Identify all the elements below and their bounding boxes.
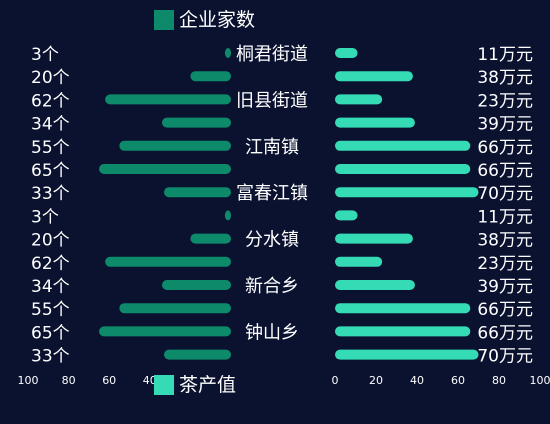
left-value-label: 3个 xyxy=(31,207,59,227)
right-value-label: 39万元 xyxy=(477,277,533,297)
left-bar xyxy=(164,187,231,197)
right-bar xyxy=(335,94,382,104)
legend-swatch-top[interactable] xyxy=(154,10,174,30)
right-axis-tick: 100 xyxy=(530,374,550,387)
right-bar xyxy=(335,350,479,360)
right-axis-tick: 40 xyxy=(410,374,424,387)
left-value-label: 20个 xyxy=(31,231,70,251)
right-bar xyxy=(335,164,470,174)
right-value-label: 23万元 xyxy=(477,91,533,111)
left-bar xyxy=(119,141,231,151)
left-value-label: 34个 xyxy=(31,115,70,135)
right-bar xyxy=(335,118,415,128)
legend-swatch-bottom[interactable] xyxy=(154,375,174,395)
left-axis-tick: 80 xyxy=(62,374,76,387)
right-axis-tick: 0 xyxy=(332,374,339,387)
right-bar xyxy=(335,326,470,336)
category-label: 桐君街道 xyxy=(236,44,308,65)
category-label: 钟山乡 xyxy=(245,322,299,343)
right-bar xyxy=(335,141,470,151)
right-bar xyxy=(335,303,470,313)
left-value-label: 62个 xyxy=(31,91,70,111)
left-bar xyxy=(225,210,231,220)
right-value-label: 70万元 xyxy=(477,184,533,204)
right-value-label: 11万元 xyxy=(477,45,533,65)
left-value-label: 55个 xyxy=(31,300,70,320)
left-value-label: 33个 xyxy=(31,184,70,204)
right-bar xyxy=(335,280,415,290)
left-value-label: 20个 xyxy=(31,68,70,88)
left-bar xyxy=(190,234,231,244)
right-value-label: 39万元 xyxy=(477,115,533,135)
left-bar xyxy=(105,94,231,104)
left-bar xyxy=(225,48,231,58)
left-bar xyxy=(119,303,231,313)
right-bar xyxy=(335,71,413,81)
left-bar xyxy=(99,326,231,336)
left-bar xyxy=(164,350,231,360)
right-value-label: 23万元 xyxy=(477,254,533,274)
right-axis-tick: 20 xyxy=(369,374,383,387)
right-value-label: 66万元 xyxy=(477,138,533,158)
right-value-label: 70万元 xyxy=(477,347,533,367)
right-value-label: 38万元 xyxy=(477,231,533,251)
legend-label-top[interactable]: 企业家数 xyxy=(179,10,255,30)
left-bar xyxy=(99,164,231,174)
left-value-label: 62个 xyxy=(31,254,70,274)
left-value-label: 65个 xyxy=(31,323,70,343)
left-axis-tick: 100 xyxy=(18,374,39,387)
right-bar xyxy=(335,48,358,58)
category-label: 分水镇 xyxy=(245,230,299,251)
right-bar xyxy=(335,210,358,220)
left-bar xyxy=(162,118,231,128)
left-value-label: 55个 xyxy=(31,138,70,158)
right-bar xyxy=(335,234,413,244)
left-bar xyxy=(162,280,231,290)
right-value-label: 66万元 xyxy=(477,323,533,343)
left-value-label: 3个 xyxy=(31,45,59,65)
right-bar xyxy=(335,257,382,267)
right-axis-tick: 80 xyxy=(492,374,506,387)
right-axis-tick: 60 xyxy=(451,374,465,387)
right-value-label: 66万元 xyxy=(477,161,533,181)
left-bar xyxy=(190,71,231,81)
left-bar xyxy=(105,257,231,267)
category-label: 旧县街道 xyxy=(236,90,308,111)
right-value-label: 11万元 xyxy=(477,207,533,227)
left-axis-tick: 60 xyxy=(102,374,116,387)
left-value-label: 65个 xyxy=(31,161,70,181)
left-value-label: 33个 xyxy=(31,347,70,367)
right-bar xyxy=(335,187,479,197)
legend-label-bottom[interactable]: 茶产值 xyxy=(179,375,236,395)
category-label: 江南镇 xyxy=(245,137,299,158)
category-label: 新合乡 xyxy=(245,276,299,297)
right-value-label: 66万元 xyxy=(477,300,533,320)
right-value-label: 38万元 xyxy=(477,68,533,88)
left-value-label: 34个 xyxy=(31,277,70,297)
category-label: 富春江镇 xyxy=(236,183,308,204)
